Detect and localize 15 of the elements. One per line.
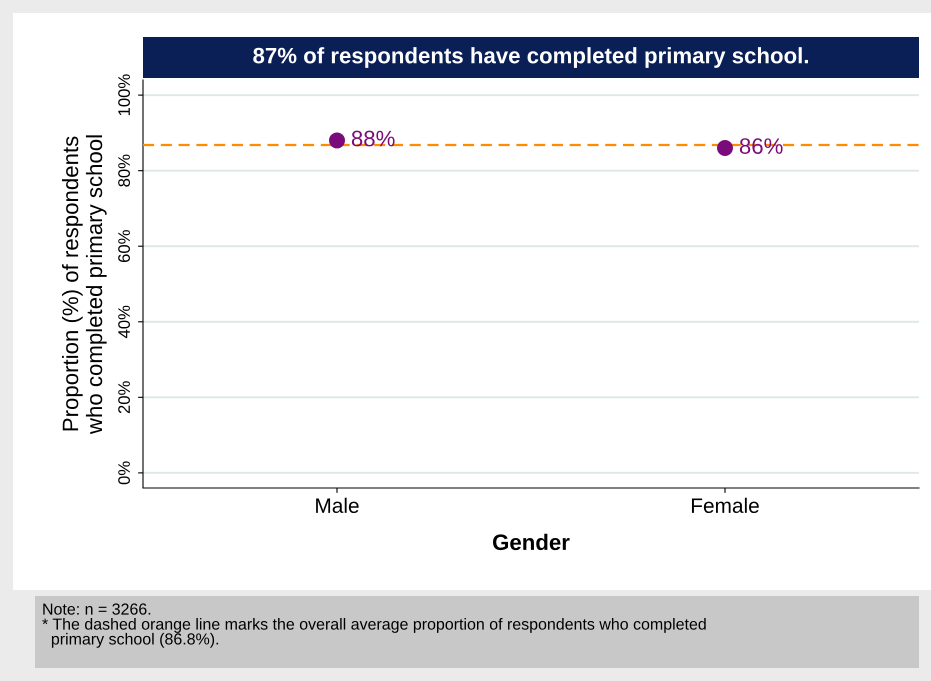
data-label: 86%	[740, 138, 783, 154]
y-tick-label: 100%	[118, 74, 130, 116]
x-tick-label: Male	[316, 498, 359, 514]
y-tick-label: 80%	[118, 154, 130, 187]
chart-title: 87% of respondents have completed primary school.	[253, 47, 808, 68]
text: Note: n = 3266.	[43, 603, 150, 615]
text: * The dashed orange line marks the overall average proportion of respondents who completed primary school (86.8%).	[42, 618, 706, 648]
x-axis-title: Gender	[493, 534, 570, 550]
data-label: 88%	[352, 130, 395, 146]
y-tick-label: 40%	[118, 306, 130, 338]
y-tick-label: 0%	[118, 461, 130, 484]
y-tick-label: 60%	[118, 230, 130, 262]
y-axis-title: Proportion (%) of respondents who completed primary school	[62, 135, 107, 434]
y-tick-label: 20%	[118, 381, 130, 414]
x-tick-label: Female	[692, 498, 759, 514]
